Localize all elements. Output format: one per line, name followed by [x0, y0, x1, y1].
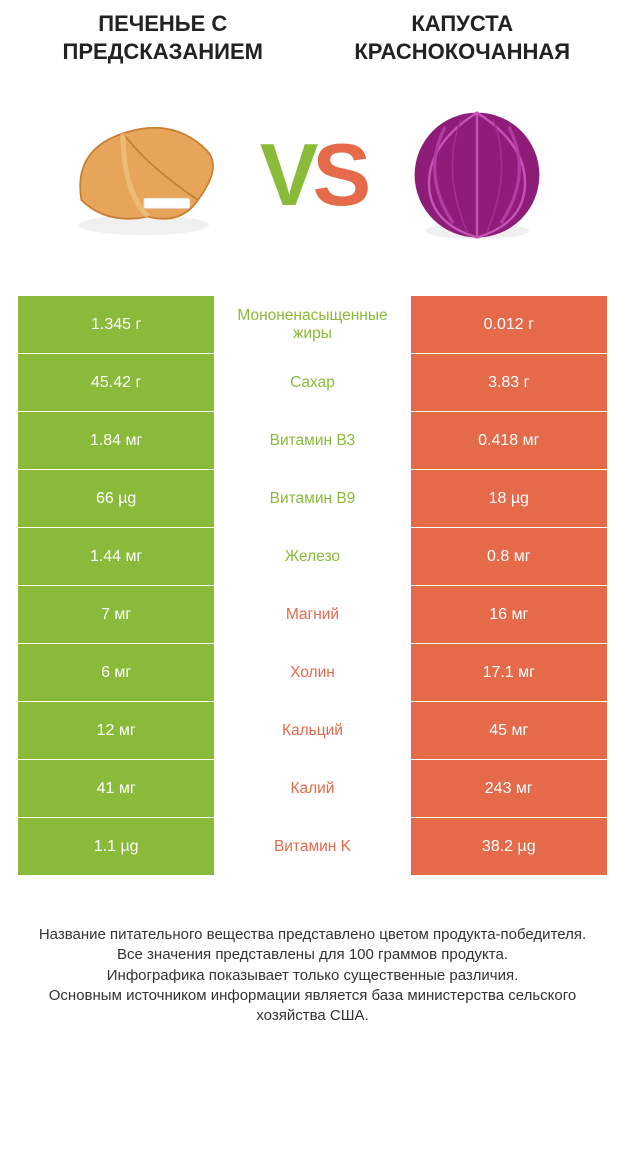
right-value-cell: 18 µg: [411, 470, 607, 527]
right-value-cell: 243 мг: [411, 760, 607, 817]
right-value-cell: 3.83 г: [411, 354, 607, 411]
table-row: 1.44 мгЖелезо0.8 мг: [18, 527, 607, 585]
nutrient-label-cell: Мононенасыщенные жиры: [214, 296, 410, 353]
footer-line-1: Название питательного вещества представл…: [24, 925, 601, 945]
comparison-table: 1.345 гМононенасыщенные жиры0.012 г45.42…: [18, 295, 607, 875]
infographic-container: ПЕЧЕНЬЕ С ПРЕДСКАЗАНИЕМ КАПУСТА КРАСНОКО…: [0, 0, 625, 1056]
vs-s: S: [313, 125, 366, 224]
footer-line-3: Инфографика показывает только существенн…: [24, 966, 601, 986]
left-value-cell: 66 µg: [18, 470, 214, 527]
table-row: 1.1 µgВитамин K38.2 µg: [18, 817, 607, 875]
footer-notes: Название питательного вещества представл…: [18, 925, 607, 1026]
right-product-title: КАПУСТА КРАСНОКОЧАННАЯ: [318, 10, 608, 65]
left-value-cell: 1.84 мг: [18, 412, 214, 469]
nutrient-label-cell: Витамин B3: [214, 412, 410, 469]
right-value-cell: 17.1 мг: [411, 644, 607, 701]
vs-v: V: [260, 125, 313, 224]
table-row: 1.84 мгВитамин B30.418 мг: [18, 411, 607, 469]
table-row: 41 мгКалий243 мг: [18, 759, 607, 817]
nutrient-label-cell: Калий: [214, 760, 410, 817]
right-value-cell: 16 мг: [411, 586, 607, 643]
nutrient-label-cell: Витамин K: [214, 818, 410, 875]
nutrient-label-cell: Кальций: [214, 702, 410, 759]
nutrient-label-cell: Магний: [214, 586, 410, 643]
vs-label: VS: [260, 131, 365, 219]
left-value-cell: 1.1 µg: [18, 818, 214, 875]
left-value-cell: 45.42 г: [18, 354, 214, 411]
right-value-cell: 0.418 мг: [411, 412, 607, 469]
right-value-cell: 0.012 г: [411, 296, 607, 353]
right-value-cell: 38.2 µg: [411, 818, 607, 875]
left-product-title: ПЕЧЕНЬЕ С ПРЕДСКАЗАНИЕМ: [18, 10, 308, 65]
nutrient-label-cell: Витамин B9: [214, 470, 410, 527]
nutrient-label-cell: Железо: [214, 528, 410, 585]
titles-row: ПЕЧЕНЬЕ С ПРЕДСКАЗАНИЕМ КАПУСТА КРАСНОКО…: [18, 10, 607, 65]
left-value-cell: 1.44 мг: [18, 528, 214, 585]
hero-row: VS: [18, 95, 607, 255]
nutrient-label-cell: Сахар: [214, 354, 410, 411]
table-row: 45.42 гСахар3.83 г: [18, 353, 607, 411]
footer-line-2: Все значения представлены для 100 граммо…: [24, 945, 601, 965]
right-value-cell: 45 мг: [411, 702, 607, 759]
table-row: 1.345 гМононенасыщенные жиры0.012 г: [18, 295, 607, 353]
left-value-cell: 41 мг: [18, 760, 214, 817]
nutrient-label-cell: Холин: [214, 644, 410, 701]
table-row: 12 мгКальций45 мг: [18, 701, 607, 759]
left-value-cell: 7 мг: [18, 586, 214, 643]
left-value-cell: 1.345 г: [18, 296, 214, 353]
table-row: 7 мгМагний16 мг: [18, 585, 607, 643]
footer-line-4: Основным источником информации является …: [24, 986, 601, 1027]
red-cabbage-icon: [387, 95, 567, 255]
table-row: 6 мгХолин17.1 мг: [18, 643, 607, 701]
table-row: 66 µgВитамин B918 µg: [18, 469, 607, 527]
left-value-cell: 12 мг: [18, 702, 214, 759]
fortune-cookie-icon: [58, 95, 238, 255]
right-value-cell: 0.8 мг: [411, 528, 607, 585]
left-value-cell: 6 мг: [18, 644, 214, 701]
